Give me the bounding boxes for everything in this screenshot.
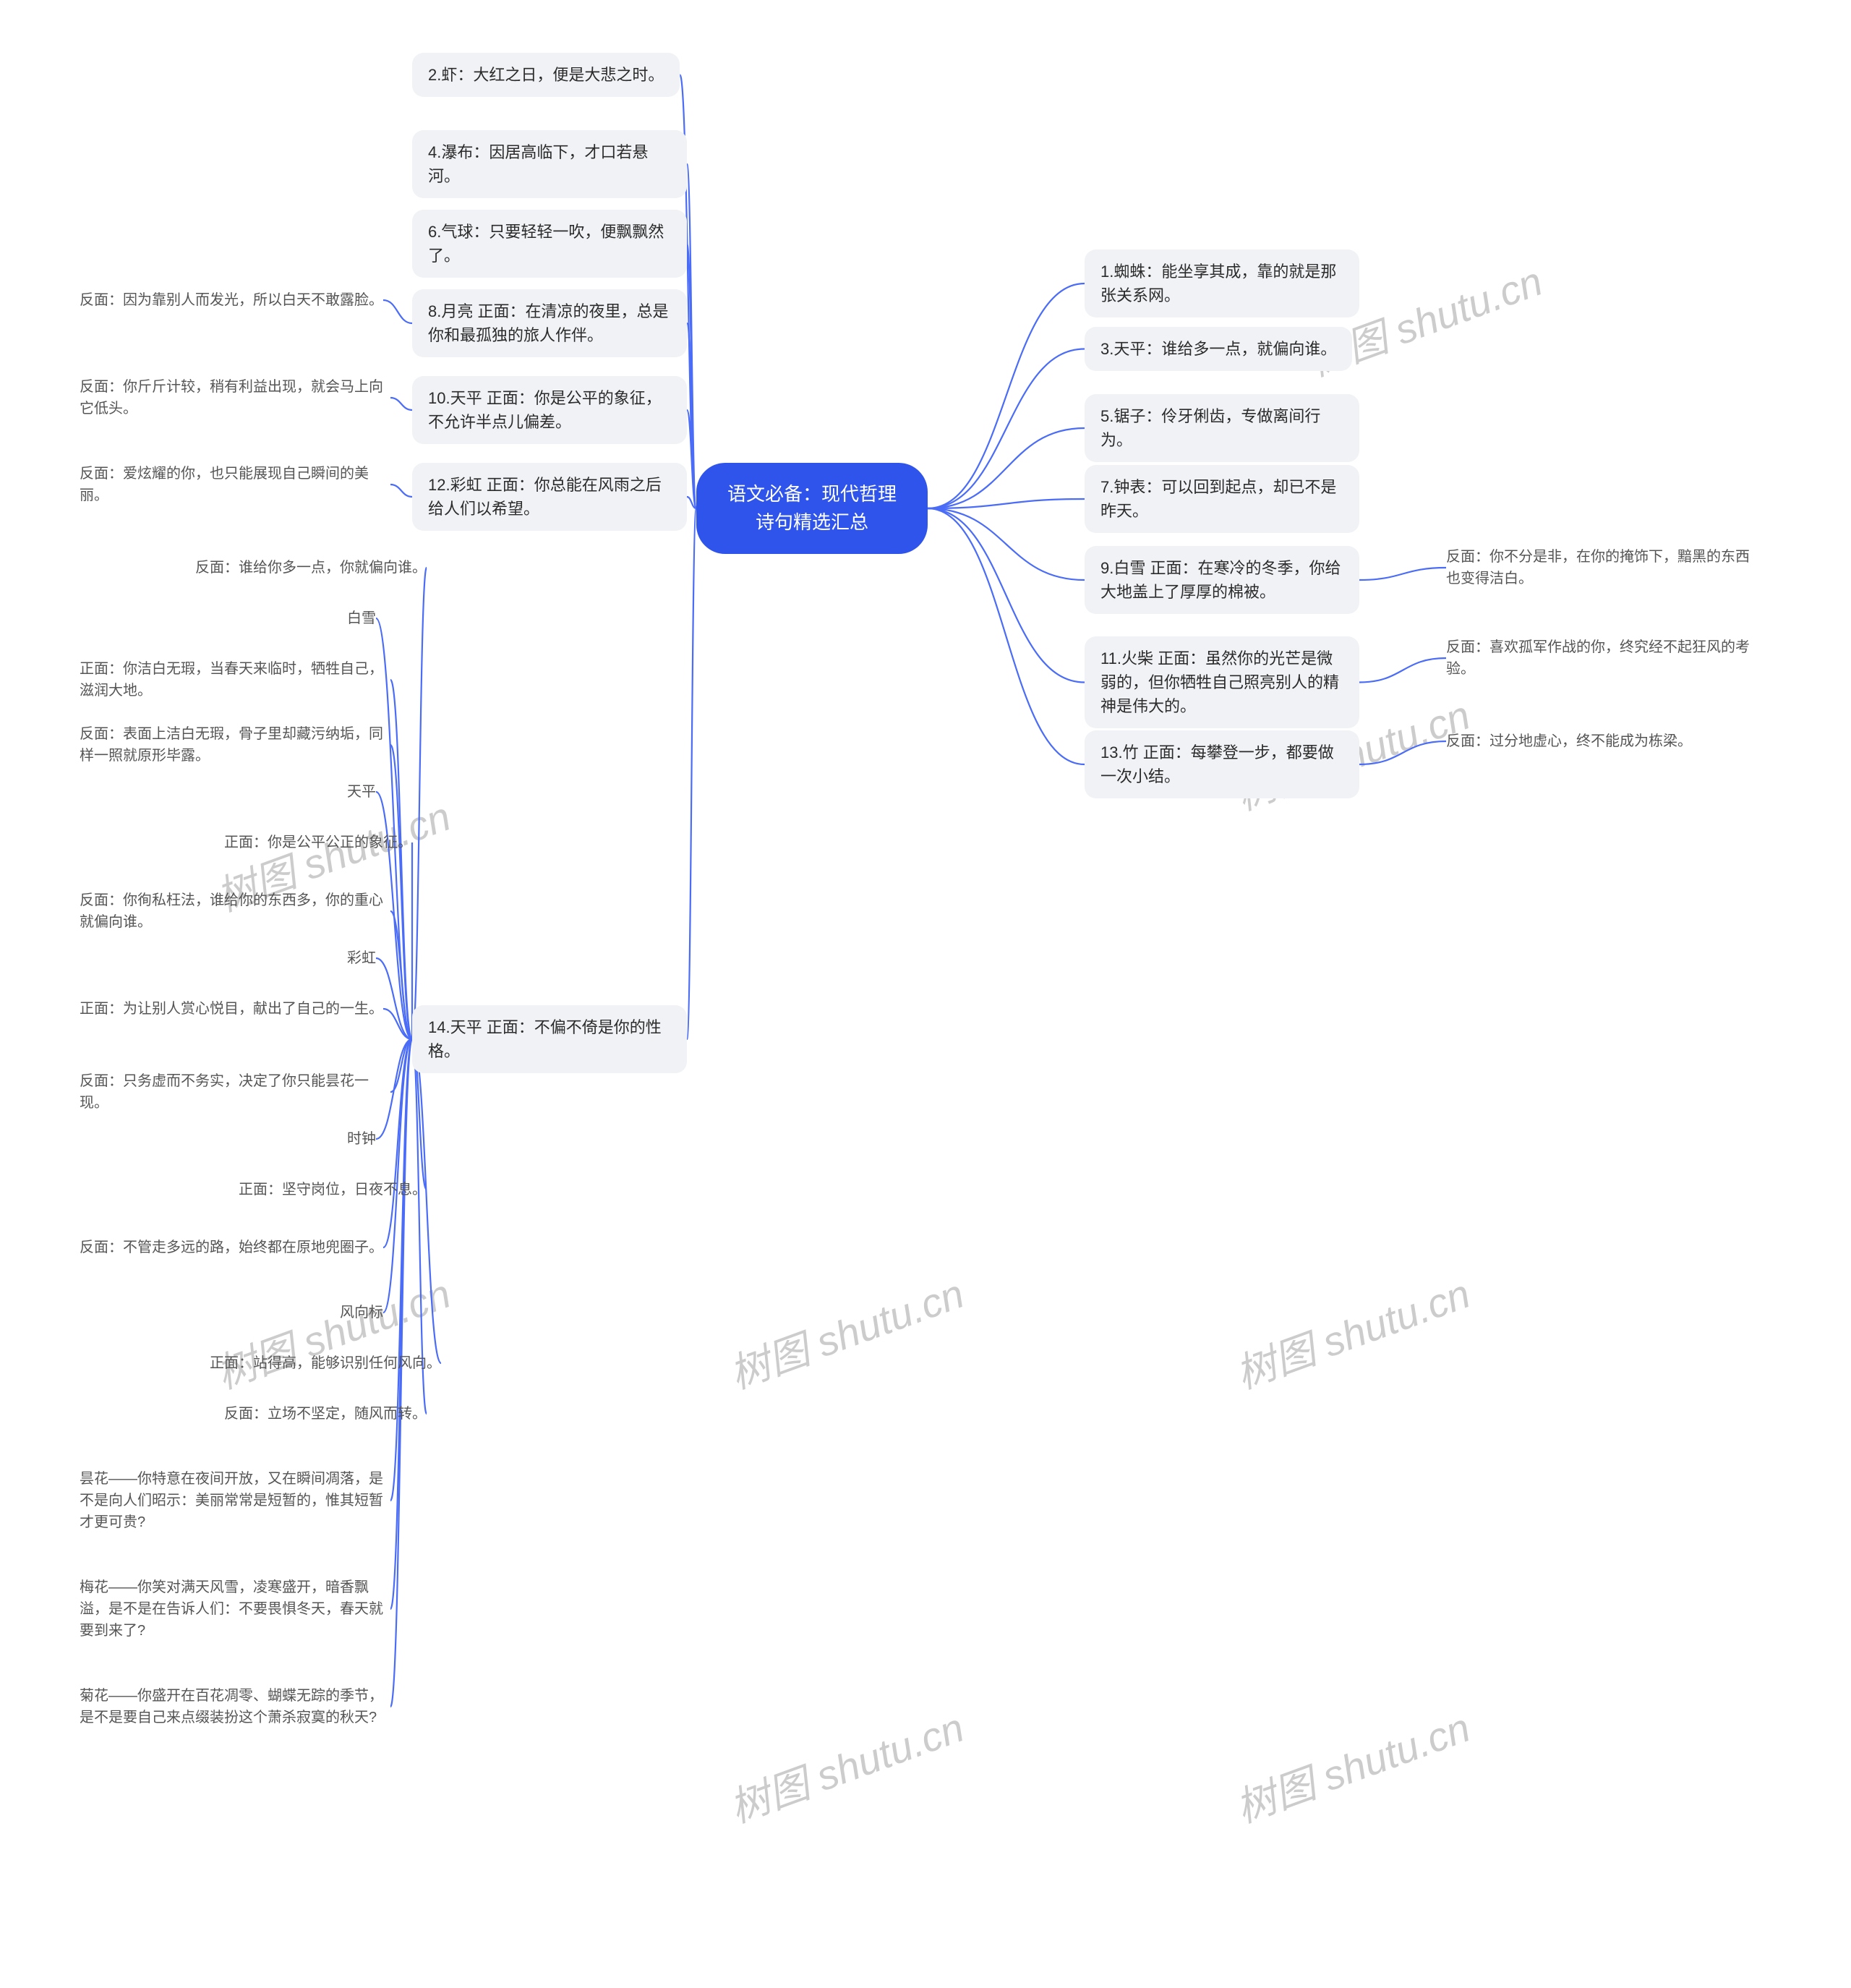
leaf-node: 反面：爱炫耀的你，也只能展现自己瞬间的美丽。 — [80, 463, 390, 506]
leaf-node: 正面：为让别人赏心悦目，献出了自己的一生。 — [80, 998, 383, 1020]
leaf-node-label: 白雪 — [347, 610, 376, 626]
branch-node-label: 7.钟表：可以回到起点，却已不是昨天。 — [1100, 478, 1336, 520]
branch-node-label: 11.火柴 正面：虽然你的光芒是微弱的，但你牺牲自己照亮别人的精神是伟大的。 — [1100, 649, 1339, 715]
watermark: 树图 shutu.cn — [1226, 1261, 1477, 1400]
leaf-node: 正面：站得高，能够识别任何风向。 — [210, 1352, 441, 1374]
branch-node: 6.气球：只要轻轻一吹，便飘飘然了。 — [412, 210, 687, 278]
leaf-node: 反面：你斤斤计较，稍有利益出现，就会马上向它低头。 — [80, 376, 390, 419]
branch-node-label: 5.锯子：伶牙俐齿，专做离间行为。 — [1100, 407, 1320, 449]
branch-node-label: 3.天平：谁给多一点，就偏向谁。 — [1100, 340, 1336, 358]
leaf-node-label: 反面：只务虚而不务实，决定了你只能昙花一现。 — [80, 1073, 369, 1111]
central-node: 语文必备：现代哲理诗句精选汇总 — [696, 463, 928, 554]
leaf-node-label: 反面：表面上洁白无瑕，骨子里却藏污纳垢，同样一照就原形毕露。 — [80, 726, 383, 764]
branch-node: 1.蜘蛛：能坐享其成，靠的就是那张关系网。 — [1085, 249, 1359, 317]
branch-node-label: 13.竹 正面：每攀登一步，都要做一次小结。 — [1100, 743, 1334, 785]
leaf-node-label: 梅花——你笑对满天风雪，凌寒盛开，暗香飘溢，是不是在告诉人们：不要畏惧冬天，春天… — [80, 1579, 383, 1639]
leaf-node-label: 菊花——你盛开在百花凋零、蝴蝶无踪的季节，是不是要自己来点缀装扮这个萧杀寂寞的秋… — [80, 1688, 383, 1725]
leaf-node-label: 正面：坚守岗位，日夜不息。 — [239, 1182, 427, 1198]
leaf-node-label: 时钟 — [347, 1131, 376, 1147]
branch-node-label: 4.瀑布：因居高临下，才口若悬河。 — [428, 143, 648, 185]
leaf-node: 时钟 — [347, 1128, 376, 1150]
watermark: 树图 shutu.cn — [1226, 1695, 1477, 1834]
leaf-node: 反面：喜欢孤军作战的你，终究经不起狂风的考验。 — [1446, 636, 1757, 680]
leaf-node-label: 天平 — [347, 784, 376, 800]
branch-node: 2.虾：大红之日，便是大悲之时。 — [412, 53, 680, 97]
leaf-node-label: 彩虹 — [347, 950, 376, 966]
leaf-node-label: 反面：喜欢孤军作战的你，终究经不起狂风的考验。 — [1446, 639, 1750, 677]
leaf-node: 反面：表面上洁白无瑕，骨子里却藏污纳垢，同样一照就原形毕露。 — [80, 723, 390, 767]
leaf-node: 反面：不管走多远的路，始终都在原地兜圈子。 — [80, 1237, 383, 1258]
leaf-node: 昙花——你特意在夜间开放，又在瞬间凋落，是不是向人们昭示：美丽常常是短暂的，惟其… — [80, 1468, 390, 1533]
leaf-node: 菊花——你盛开在百花凋零、蝴蝶无踪的季节，是不是要自己来点缀装扮这个萧杀寂寞的秋… — [80, 1685, 390, 1728]
leaf-node-label: 反面：过分地虚心，终不能成为栋梁。 — [1446, 733, 1692, 749]
leaf-node-label: 反面：因为靠别人而发光，所以白天不敢露脸。 — [80, 292, 383, 308]
leaf-node-label: 反面：你不分是非，在你的掩饰下，黯黑的东西也变得洁白。 — [1446, 549, 1750, 586]
branch-node: 14.天平 正面：不偏不倚是你的性格。 — [412, 1005, 687, 1073]
leaf-node: 梅花——你笑对满天风雪，凌寒盛开，暗香飘溢，是不是在告诉人们：不要畏惧冬天，春天… — [80, 1577, 390, 1642]
branch-node-label: 12.彩虹 正面：你总能在风雨之后给人们以希望。 — [428, 476, 662, 518]
leaf-node-label: 正面：你洁白无瑕，当春天来临时，牺牲自己，滋润大地。 — [80, 661, 383, 699]
branch-node: 5.锯子：伶牙俐齿，专做离间行为。 — [1085, 394, 1359, 462]
branch-node: 10.天平 正面：你是公平的象征，不允许半点儿偏差。 — [412, 376, 687, 444]
leaf-node-label: 正面：为让别人赏心悦目，献出了自己的一生。 — [80, 1001, 383, 1017]
branch-node: 4.瀑布：因居高临下，才口若悬河。 — [412, 130, 687, 198]
leaf-node-label: 正面：站得高，能够识别任何风向。 — [210, 1355, 441, 1371]
branch-node: 11.火柴 正面：虽然你的光芒是微弱的，但你牺牲自己照亮别人的精神是伟大的。 — [1085, 636, 1359, 728]
leaf-node: 白雪 — [347, 607, 376, 629]
leaf-node: 反面：过分地虚心，终不能成为栋梁。 — [1446, 730, 1692, 752]
leaf-node-label: 反面：立场不坚定，随风而转。 — [224, 1406, 427, 1422]
branch-node: 13.竹 正面：每攀登一步，都要做一次小结。 — [1085, 730, 1359, 798]
leaf-node-label: 反面：谁给你多一点，你就偏向谁。 — [195, 560, 427, 576]
leaf-node: 正面：你洁白无瑕，当春天来临时，牺牲自己，滋润大地。 — [80, 658, 390, 701]
branch-node: 8.月亮 正面：在清凉的夜里，总是你和最孤独的旅人作伴。 — [412, 289, 687, 357]
leaf-node: 正面：你是公平公正的象征。 — [224, 832, 412, 853]
leaf-node: 反面：谁给你多一点，你就偏向谁。 — [195, 557, 427, 579]
branch-node-label: 1.蜘蛛：能坐享其成，靠的就是那张关系网。 — [1100, 263, 1336, 304]
branch-node: 3.天平：谁给多一点，就偏向谁。 — [1085, 327, 1352, 371]
branch-node-label: 14.天平 正面：不偏不倚是你的性格。 — [428, 1018, 662, 1060]
leaf-node: 彩虹 — [347, 947, 376, 969]
leaf-node-label: 反面：不管走多远的路，始终都在原地兜圈子。 — [80, 1240, 383, 1255]
branch-node: 12.彩虹 正面：你总能在风雨之后给人们以希望。 — [412, 463, 687, 531]
leaf-node-label: 昙花——你特意在夜间开放，又在瞬间凋落，是不是向人们昭示：美丽常常是短暂的，惟其… — [80, 1471, 383, 1530]
branch-node-label: 2.虾：大红之日，便是大悲之时。 — [428, 66, 664, 84]
leaf-node: 反面：你徇私枉法，谁给你的东西多，你的重心就偏向谁。 — [80, 890, 390, 933]
watermark: 树图 shutu.cn — [720, 1261, 971, 1400]
leaf-node-label: 反面：你徇私枉法，谁给你的东西多，你的重心就偏向谁。 — [80, 892, 383, 930]
leaf-node: 反面：只务虚而不务实，决定了你只能昙花一现。 — [80, 1070, 390, 1114]
leaf-node: 反面：你不分是非，在你的掩饰下，黯黑的东西也变得洁白。 — [1446, 546, 1757, 589]
branch-node-label: 6.气球：只要轻轻一吹，便飘飘然了。 — [428, 223, 664, 265]
leaf-node: 天平 — [347, 781, 376, 803]
branch-node-label: 8.月亮 正面：在清凉的夜里，总是你和最孤独的旅人作伴。 — [428, 302, 668, 344]
leaf-node-label: 风向标 — [340, 1305, 383, 1321]
branch-node: 9.白雪 正面：在寒冷的冬季，你给大地盖上了厚厚的棉被。 — [1085, 546, 1359, 614]
leaf-node: 正面：坚守岗位，日夜不息。 — [239, 1179, 427, 1200]
branch-node-label: 9.白雪 正面：在寒冷的冬季，你给大地盖上了厚厚的棉被。 — [1100, 559, 1341, 601]
leaf-node-label: 正面：你是公平公正的象征。 — [224, 835, 412, 850]
branch-node: 7.钟表：可以回到起点，却已不是昨天。 — [1085, 465, 1359, 533]
leaf-node: 反面：因为靠别人而发光，所以白天不敢露脸。 — [80, 289, 383, 311]
leaf-node-label: 反面：你斤斤计较，稍有利益出现，就会马上向它低头。 — [80, 379, 383, 417]
leaf-node: 反面：立场不坚定，随风而转。 — [224, 1403, 427, 1425]
leaf-node: 风向标 — [340, 1302, 383, 1323]
leaf-node-label: 反面：爱炫耀的你，也只能展现自己瞬间的美丽。 — [80, 466, 369, 503]
branch-node-label: 10.天平 正面：你是公平的象征，不允许半点儿偏差。 — [428, 389, 662, 431]
watermark: 树图 shutu.cn — [720, 1695, 971, 1834]
central-label: 语文必备：现代哲理诗句精选汇总 — [727, 483, 897, 533]
watermark: 树图 shutu.cn — [207, 1261, 458, 1400]
